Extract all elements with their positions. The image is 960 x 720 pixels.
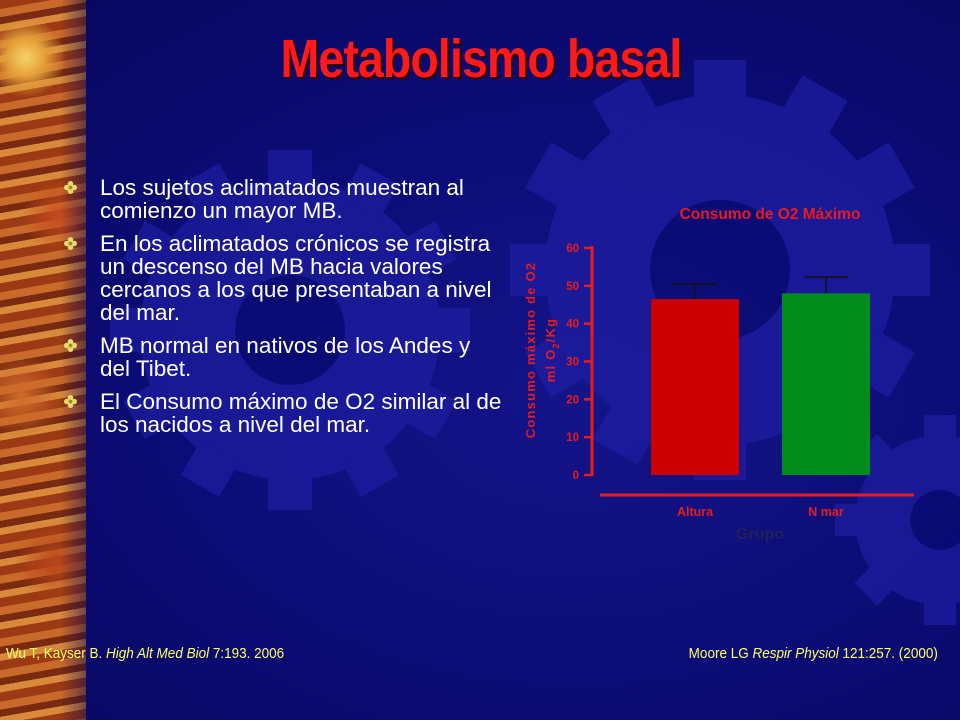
bullet-text: El Consumo máximo de O2 similar al de lo… (100, 389, 502, 437)
flower-bullet-icon (64, 237, 77, 250)
bullet-text: En los aclimatados crónicos se registra … (100, 231, 492, 325)
bar-chart: Consumo de O2 Máximo Consumo máximo de O… (523, 206, 914, 543)
y-tick-label: 50 (566, 281, 579, 293)
slide-title: Metabolismo basal (280, 29, 683, 89)
y-axis-label-line2: ml O2/Kg (543, 318, 561, 382)
bullet-item: En los aclimatados crónicos se registra … (62, 232, 502, 324)
y-tick-label: 60 (566, 243, 579, 255)
y-tick-label: 10 (566, 432, 579, 444)
y-tick-label: 30 (566, 357, 579, 369)
bullet-text: Los sujetos aclimatados muestran al comi… (100, 175, 464, 223)
y-tick-label: 0 (573, 470, 579, 482)
x-tick-label: Altura (677, 505, 714, 519)
y-tick-label: 40 (566, 319, 579, 331)
bar (651, 299, 739, 475)
bullet-item: El Consumo máximo de O2 similar al de lo… (62, 390, 502, 436)
flower-bullet-icon (64, 339, 77, 352)
citation-left: Wu T, Kayser B. High Alt Med Biol 7:193.… (6, 645, 285, 662)
x-tick-label: N mar (808, 505, 844, 519)
bullet-text: MB normal en nativos de los Andes y del … (100, 333, 471, 381)
bullet-item: Los sujetos aclimatados muestran al comi… (62, 176, 502, 222)
flower-bullet-icon (64, 395, 77, 408)
flower-bullet-icon (64, 181, 77, 194)
bar (782, 293, 870, 475)
citation-right: Moore LG Respir Physiol 121:257. (2000) (688, 645, 938, 662)
gear-icon (835, 415, 960, 625)
bullet-list: Los sujetos aclimatados muestran al comi… (62, 176, 502, 446)
chart-title: Consumo de O2 Máximo (680, 206, 861, 223)
bullet-item: MB normal en nativos de los Andes y del … (62, 334, 502, 380)
y-tick-label: 20 (566, 394, 579, 406)
decorative-left-strip (0, 0, 86, 720)
gear-icon (110, 150, 470, 510)
x-axis-label: Grupo (736, 526, 784, 543)
y-axis-label-line1: Consumo máximo de O2 (523, 262, 538, 438)
